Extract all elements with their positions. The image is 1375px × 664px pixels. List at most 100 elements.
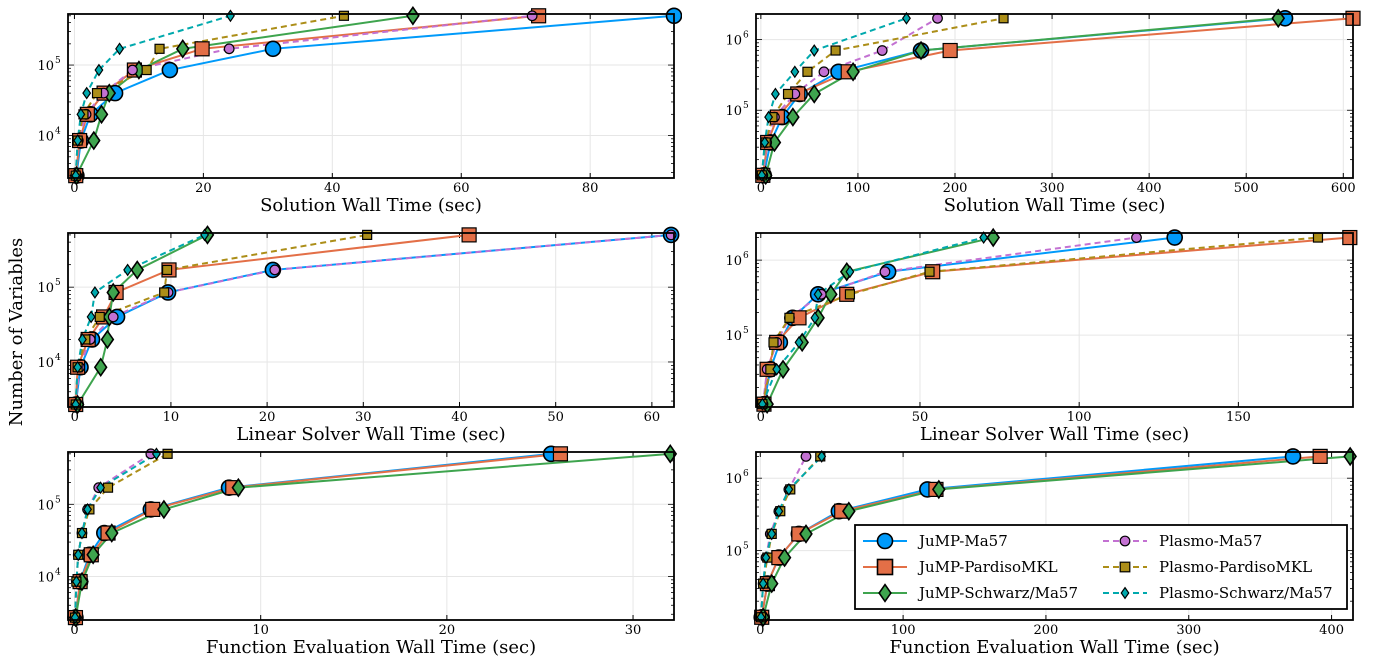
plot-frame — [67, 232, 675, 408]
data-point-plasmo-pardisomkl — [362, 229, 373, 240]
x-tick-label: 0 — [757, 181, 765, 196]
data-point-plasmo-pardisomkl — [159, 287, 170, 298]
x-tick-label: 100 — [891, 623, 916, 638]
y-tick-label: 10 — [37, 498, 54, 513]
y-tick-exponent: 5 — [743, 101, 749, 111]
data-point-plasmo-schwarz-ma57 — [70, 611, 80, 625]
data-point-plasmo-pardisomkl — [924, 266, 935, 277]
data-point-jump-schwarz-ma57 — [94, 104, 109, 125]
data-point-plasmo-pardisomkl — [784, 312, 795, 323]
y-tick-exponent: 6 — [743, 31, 749, 41]
y-tick-exponent: 4 — [55, 353, 61, 363]
data-point-plasmo-schwarz-ma57 — [772, 362, 782, 376]
x-axis-label: Solution Wall Time (sec) — [944, 195, 1166, 216]
y-tick-label: 10 — [725, 254, 742, 269]
series-line-jump-pardisomkl — [74, 233, 470, 405]
plot-frame — [67, 451, 675, 621]
x-tick-label: 0 — [70, 623, 78, 638]
data-point-jump-schwarz-ma57 — [986, 227, 1001, 248]
data-point-jump-pardisomkl — [552, 446, 569, 462]
y-tick-label: 10 — [725, 545, 742, 560]
y-tick-label: 10 — [37, 356, 54, 371]
data-point-plasmo-schwarz-ma57 — [813, 287, 823, 301]
data-point-plasmo-schwarz-ma57 — [790, 65, 800, 79]
y-tick-label: 10 — [37, 281, 54, 296]
data-point-plasmo-pardisomkl — [141, 64, 152, 76]
x-tick-label: 50 — [912, 410, 929, 425]
x-tick-label: 20 — [195, 181, 212, 196]
x-tick-label: 40 — [451, 410, 468, 425]
series-line-plasmo-pardisomkl — [761, 236, 1319, 405]
y-tick-exponent: 5 — [55, 278, 61, 288]
data-point-jump-schwarz-ma57 — [100, 329, 115, 350]
grid — [68, 452, 674, 620]
legend-label: JuMP-Ma57 — [917, 532, 1008, 550]
series-line-plasmo-pardisomkl — [74, 452, 169, 618]
data-point-plasmo-pardisomkl — [802, 66, 813, 77]
data-point-plasmo-pardisomkl — [94, 311, 105, 323]
data-point-jump-schwarz-ma57 — [130, 260, 145, 280]
data-point-plasmo-schwarz-ma57 — [71, 575, 81, 589]
data-point-jump-schwarz-ma57 — [1271, 8, 1286, 29]
x-tick-label: 0 — [70, 181, 78, 196]
legend-label: Plasmo-Schwarz/Ma57 — [1159, 584, 1333, 602]
grid — [68, 14, 674, 178]
x-axis-label: Linear Solver Wall Time (sec) — [236, 424, 505, 445]
data-point-plasmo-schwarz-ma57 — [809, 44, 819, 57]
data-point-plasmo-schwarz-ma57 — [83, 502, 93, 516]
data-point-jump-ma57 — [161, 61, 179, 79]
data-point-plasmo-ma57 — [526, 10, 538, 22]
plot-frame — [67, 13, 675, 179]
data-point-plasmo-schwarz-ma57 — [123, 263, 133, 277]
data-point-jump-schwarz-ma57 — [406, 6, 420, 26]
data-point-jump-schwarz-ma57 — [157, 499, 171, 520]
x-axis-label: Function Evaluation Wall Time (sec) — [206, 637, 536, 658]
series-line-jump-ma57 — [74, 233, 672, 405]
series-group — [755, 8, 1361, 186]
data-point-jump-ma57 — [264, 40, 282, 58]
legend-label: Plasmo-PardisoMKL — [1159, 558, 1312, 576]
data-point-plasmo-schwarz-ma57 — [73, 134, 83, 147]
data-point-plasmo-schwarz-ma57 — [979, 231, 989, 244]
data-point-jump-schwarz-ma57 — [931, 479, 946, 500]
x-axis-label: Linear Solver Wall Time (sec) — [920, 424, 1189, 445]
y-tick-exponent: 4 — [55, 127, 61, 137]
legend-marker-plasmo-pardisomkl — [1119, 561, 1131, 573]
data-point-jump-schwarz-ma57 — [86, 130, 101, 151]
data-point-plasmo-schwarz-ma57 — [758, 577, 768, 591]
series-group — [67, 444, 678, 628]
data-point-plasmo-ma57 — [269, 264, 281, 276]
y-tick-label: 10 — [725, 472, 742, 487]
series-line-plasmo-ma57 — [74, 14, 533, 176]
legend-label: JuMP-Schwarz/Ma57 — [917, 584, 1078, 602]
data-point-plasmo-pardisomkl — [998, 13, 1009, 24]
data-point-jump-pardisomkl — [942, 42, 958, 59]
legend-marker-jump-schwarz-ma57 — [878, 583, 892, 603]
data-point-plasmo-pardisomkl — [338, 10, 350, 21]
series-line-jump-pardisomkl — [762, 236, 1350, 405]
x-axis-label: Solution Wall Time (sec) — [260, 195, 482, 216]
y-tick-exponent: 5 — [55, 495, 61, 505]
data-point-plasmo-schwarz-ma57 — [73, 548, 83, 562]
data-point-plasmo-ma57 — [1131, 232, 1142, 243]
x-tick-label: 100 — [846, 181, 871, 196]
x-tick-label: 30 — [355, 410, 372, 425]
series-group — [68, 6, 682, 186]
legend-marker-jump-ma57 — [876, 532, 894, 550]
data-point-plasmo-schwarz-ma57 — [225, 9, 235, 23]
x-tick-label: 40 — [324, 181, 341, 196]
data-point-plasmo-schwarz-ma57 — [86, 310, 96, 324]
x-tick-label: 200 — [943, 181, 968, 196]
data-point-plasmo-pardisomkl — [91, 88, 103, 99]
data-point-plasmo-pardisomkl — [161, 264, 173, 276]
x-tick-label: 30 — [625, 623, 642, 638]
series-line-jump-schwarz-ma57 — [75, 14, 414, 177]
legend-label: JuMP-PardisoMKL — [917, 558, 1058, 576]
x-tick-label: 10 — [252, 623, 269, 638]
data-point-jump-schwarz-ma57 — [786, 107, 800, 127]
series-line-jump-schwarz-ma57 — [74, 452, 671, 618]
x-tick-label: 60 — [453, 181, 470, 196]
data-point-plasmo-schwarz-ma57 — [784, 482, 794, 496]
